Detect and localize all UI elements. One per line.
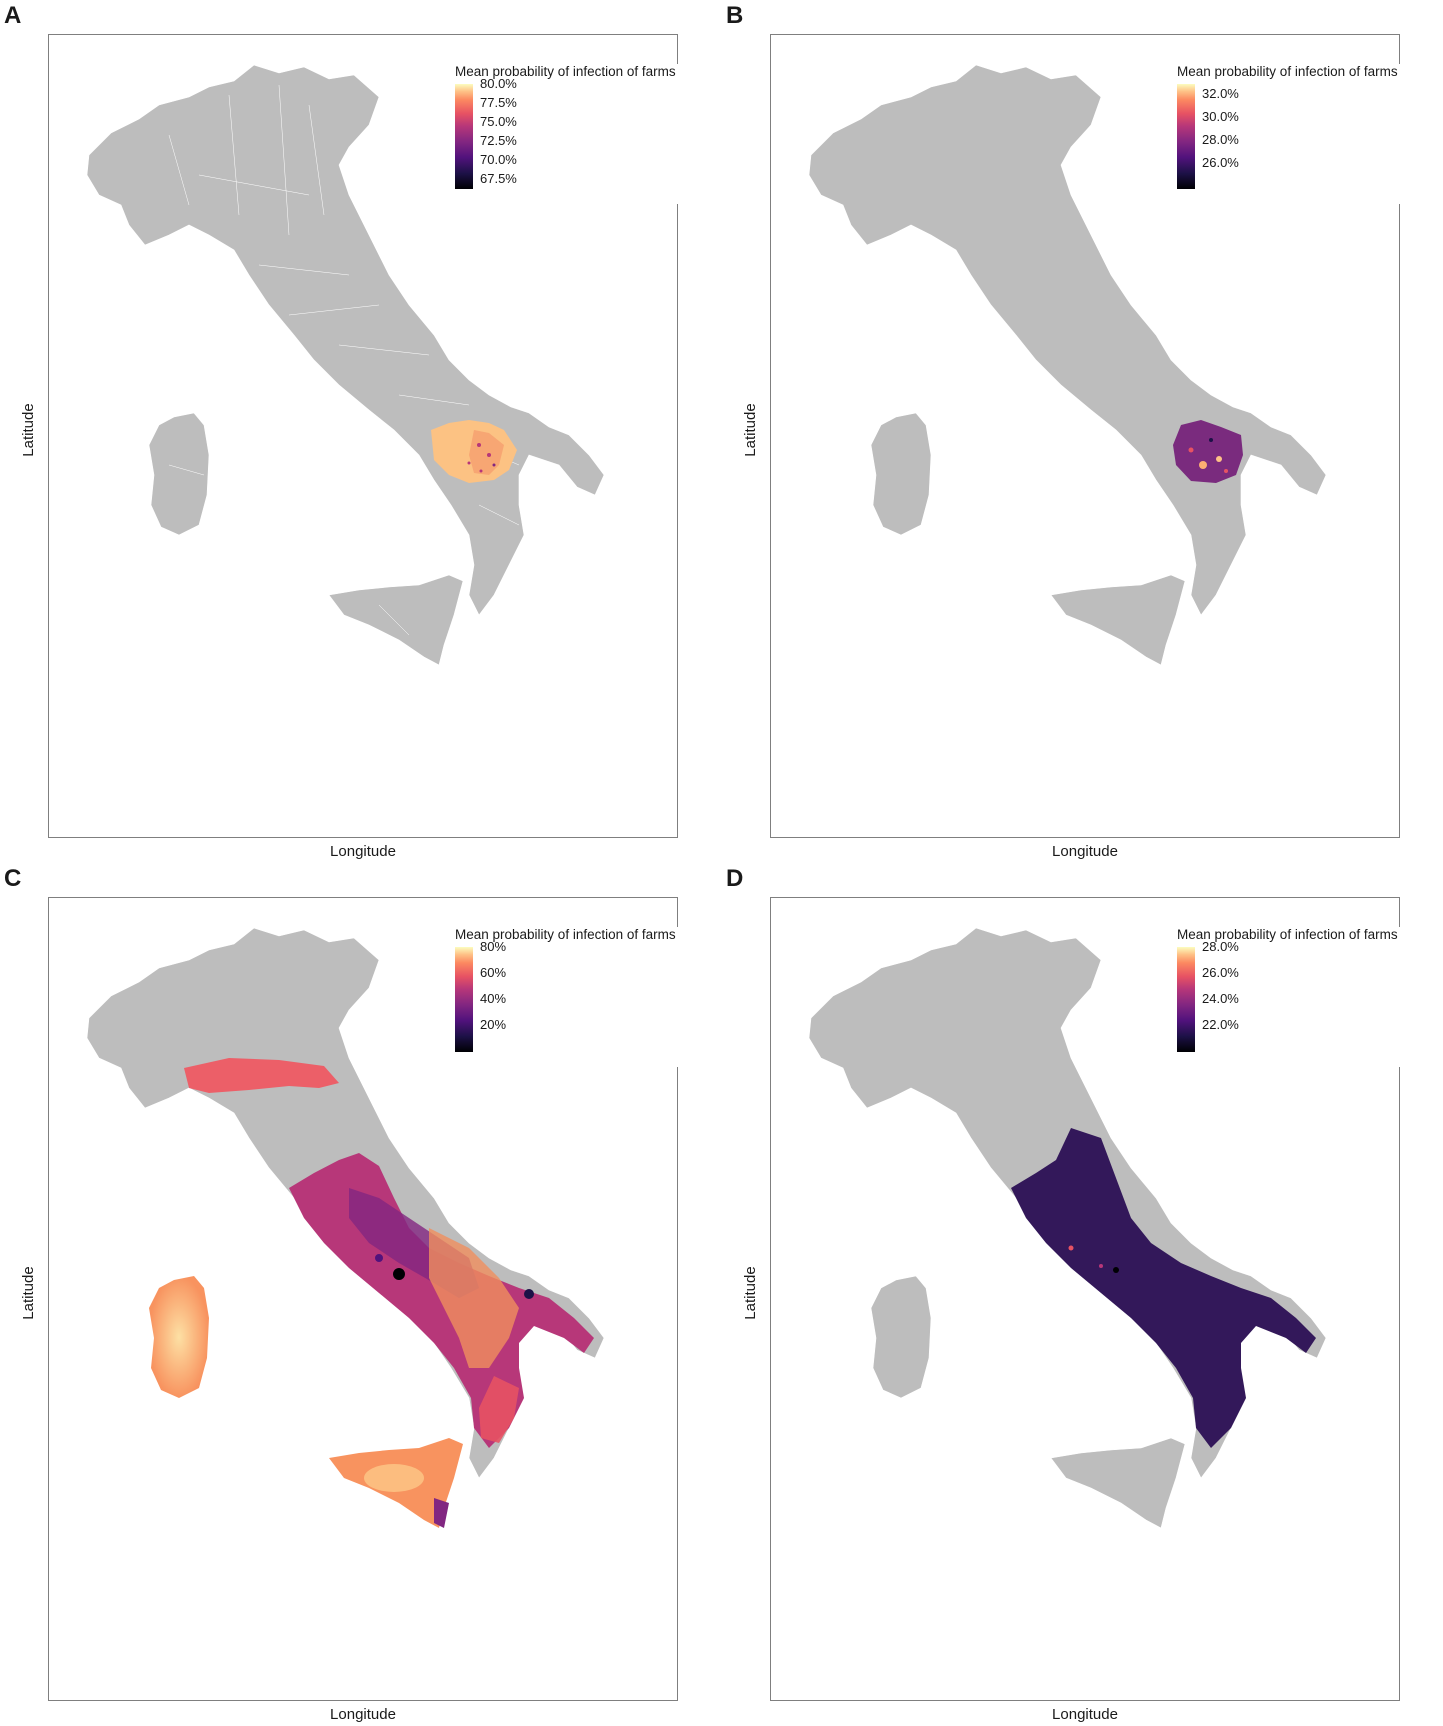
legend-label: 80.0% [480, 76, 517, 91]
panel-letter: B [726, 2, 744, 29]
map-frame [770, 34, 1400, 838]
sicily [1050, 1437, 1186, 1529]
highlight-centre-south [289, 1153, 594, 1448]
legend-label: 26.0% [1202, 965, 1239, 980]
legend-title: Mean probability of infection of farms [1177, 927, 1398, 942]
highlight-sardinia [149, 1276, 209, 1398]
legend-label: 70.0% [480, 152, 517, 167]
italy-map [86, 64, 605, 666]
legend-label: 26.0% [1202, 155, 1239, 170]
legend-colorbar [1177, 947, 1195, 1052]
legend-colorbar [1177, 84, 1195, 189]
x-axis-label: Longitude [1052, 843, 1118, 860]
legend-label: 32.0% [1202, 86, 1239, 101]
legend: Mean probability of infection of farms 8… [450, 64, 690, 204]
legend-label: 80% [480, 939, 507, 954]
y-axis-label: Latitude [20, 1266, 37, 1320]
legend-label: 60% [480, 965, 507, 980]
legend-label: 30.0% [1202, 109, 1239, 124]
x-axis-label: Longitude [1052, 1706, 1118, 1723]
sicily [328, 574, 464, 666]
highlight-centre-south [1011, 1128, 1316, 1448]
highlight-sicily [329, 1438, 463, 1528]
y-axis-label: Latitude [742, 403, 759, 457]
highlight-basilicata [1173, 420, 1243, 483]
legend-label: 24.0% [1202, 991, 1239, 1006]
panel-d: D Mean probability of infection of farms… [722, 863, 1443, 1726]
legend-label: 22.0% [1202, 1017, 1239, 1032]
panel-letter: D [726, 865, 744, 892]
legend-label: 67.5% [480, 171, 517, 186]
legend-title: Mean probability of infection of farms [1177, 64, 1398, 79]
panel-letter: A [4, 2, 22, 29]
legend-label: 40% [480, 991, 507, 1006]
legend-label: 20% [480, 1017, 507, 1032]
legend: Mean probability of infection of farms 2… [1172, 927, 1412, 1067]
x-axis-label: Longitude [330, 1706, 396, 1723]
sardinia [870, 1275, 932, 1399]
sardinia [148, 412, 210, 536]
highlight-emilia-romagna [184, 1058, 339, 1093]
legend-label: 77.5% [480, 95, 517, 110]
panel-a: A Mean probability of infection of f [0, 0, 721, 863]
legend-label: 72.5% [480, 133, 517, 148]
sardinia [870, 412, 932, 536]
panel-b: B Mean probability of infection of farms… [722, 0, 1443, 863]
panel-c: C [0, 863, 721, 1726]
region-borders [168, 84, 520, 636]
sicily [1050, 574, 1186, 666]
y-axis-label: Latitude [20, 403, 37, 457]
y-axis-label: Latitude [742, 1266, 759, 1320]
x-axis-label: Longitude [330, 843, 396, 860]
legend-title: Mean probability of infection of farms [455, 64, 676, 79]
legend-colorbar [455, 84, 473, 189]
legend-label: 28.0% [1202, 132, 1239, 147]
highlight-basilicata [431, 420, 517, 483]
legend-label: 75.0% [480, 114, 517, 129]
italy-map [86, 927, 605, 1528]
legend-title: Mean probability of infection of farms [455, 927, 676, 942]
legend-label: 28.0% [1202, 939, 1239, 954]
legend: Mean probability of infection of farms 8… [450, 927, 690, 1067]
panel-letter: C [4, 865, 22, 892]
legend: Mean probability of infection of farms 3… [1172, 64, 1412, 204]
italy-map [808, 927, 1327, 1529]
italy-map [808, 64, 1327, 666]
legend-colorbar [455, 947, 473, 1052]
